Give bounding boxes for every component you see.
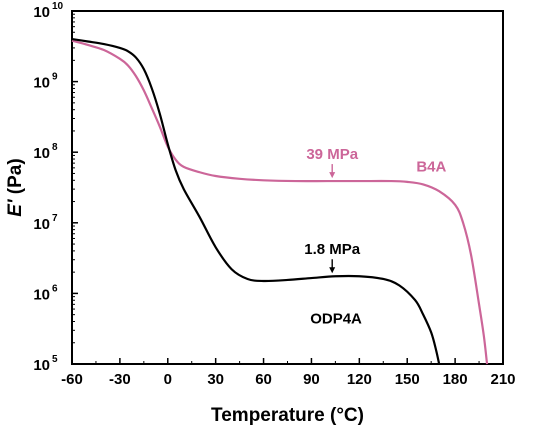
y-tick-exponent: 8	[52, 142, 58, 153]
plot-frame-group	[71, 10, 504, 365]
series-line-b4a	[71, 39, 489, 365]
y-tick-base: 10	[33, 286, 50, 303]
x-tick-label: 180	[443, 371, 468, 388]
y-tick-base: 10	[33, 216, 50, 233]
annotation-arrowhead	[329, 172, 336, 179]
y-tick-label: 10	[33, 145, 50, 162]
x-tick-label: 120	[347, 371, 372, 388]
y-tick-exponent: 7	[52, 213, 58, 224]
series-label-odp4a: ODP4A	[310, 311, 362, 328]
annotation-group: 39 MPa 1.8 MPa B4A ODP4A	[304, 146, 446, 328]
y-axis-title-symbol: E'	[5, 198, 26, 217]
x-tick-label: 30	[207, 371, 224, 388]
x-ticks-group: -60 -30 0 30 60 90 120 150 180 210	[61, 358, 516, 388]
y-tick-exponent: 6	[52, 283, 58, 294]
y-tick-label: 10	[33, 216, 50, 233]
y-tick-exponent: 10	[52, 1, 64, 12]
x-tick-label: 0	[164, 371, 172, 388]
y-tick-label: 10	[33, 286, 50, 303]
x-tick-label: 90	[303, 371, 320, 388]
x-tick-label: -30	[109, 371, 131, 388]
annotation-arrowhead	[329, 267, 336, 274]
plot-frame	[71, 10, 504, 365]
series-line-odp4a	[71, 38, 441, 365]
y-axis-title-unit: (Pa)	[5, 158, 26, 199]
annotation-label: 1.8 MPa	[304, 241, 361, 258]
y-tick-exponent: 9	[52, 72, 58, 83]
x-tick-label: 210	[490, 371, 515, 388]
series-group	[71, 38, 489, 365]
y-axis-title: E' (Pa)	[5, 158, 26, 216]
y-tick-label: 10	[33, 75, 50, 92]
annotation-label: 39 MPa	[306, 146, 358, 163]
y-tick-base: 10	[33, 4, 50, 21]
series-label-b4a: B4A	[416, 158, 446, 175]
y-tick-label: 10	[33, 4, 50, 21]
x-axis-title: Temperature (°C)	[211, 405, 364, 426]
y-tick-base: 10	[33, 75, 50, 92]
x-tick-label: -60	[61, 371, 83, 388]
y-tick-base: 10	[33, 357, 50, 374]
y-tick-label: 10	[33, 357, 50, 374]
x-tick-label: 150	[395, 371, 420, 388]
x-tick-label: 60	[255, 371, 272, 388]
y-tick-base: 10	[33, 145, 50, 162]
y-tick-exponent: 5	[52, 354, 58, 365]
